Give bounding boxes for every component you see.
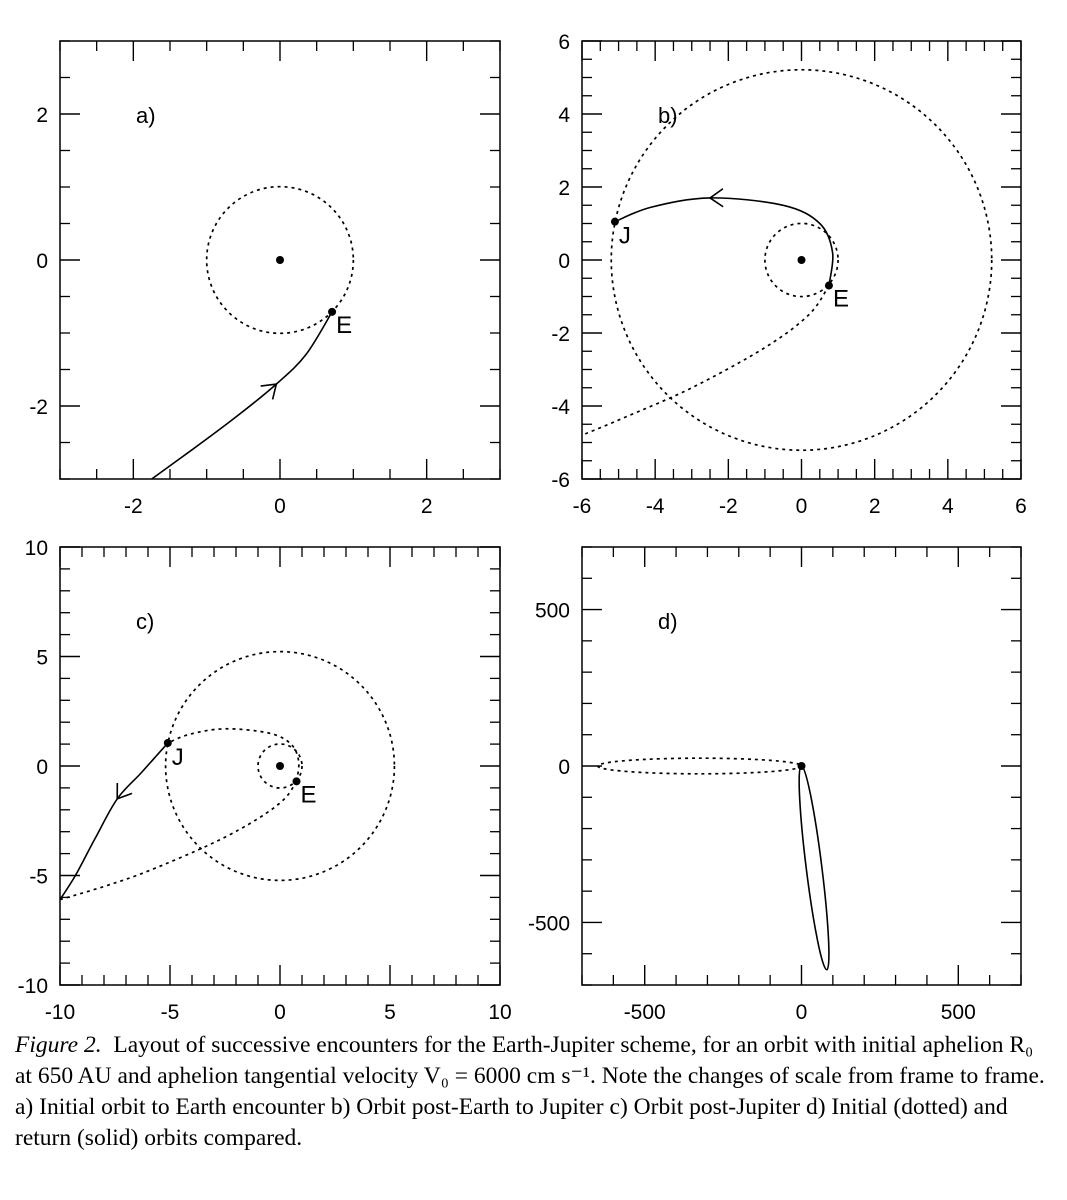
y-tick-label: -2 [29, 396, 48, 419]
plot-area [60, 650, 396, 901]
solid-orbit [614, 197, 834, 286]
point-sun [276, 256, 284, 264]
direction-arrow [116, 783, 133, 800]
x-tick-label: 10 [488, 1001, 511, 1020]
y-tick-label: 0 [36, 756, 48, 779]
point-j [610, 217, 619, 226]
figure-caption-text: Layout of successive encounters for the … [15, 1032, 1045, 1151]
figure-panels: -2 0 2 -2 0 2 Ea) -6 -4 -2 0 2 4 6 -6 -4 -2 0 2 4 6 J Eb) -10… [18, 31, 1027, 1020]
point-sun [276, 762, 284, 770]
x-tick-label: -2 [124, 495, 143, 518]
x-tick-label: 0 [796, 1001, 808, 1020]
dotted-orbit [60, 780, 298, 901]
plot-frame [581, 546, 1022, 986]
dotted-orbit [764, 222, 839, 298]
x-tick-label: 0 [796, 495, 808, 518]
y-tick-label: 2 [558, 177, 570, 200]
dotted-orbit [596, 757, 803, 775]
dotted-orbit [164, 650, 396, 882]
x-tick-label: 2 [869, 495, 881, 518]
y-tick-label: 6 [558, 31, 570, 54]
figure-caption: Figure 2. Layout of successive encounter… [15, 1030, 1055, 1154]
panel-letter: c) [136, 609, 154, 634]
y-tick-label: -10 [18, 975, 48, 998]
point-label: E [301, 781, 317, 808]
y-tick-label: 2 [36, 104, 48, 127]
y-tick-label: 4 [558, 104, 570, 127]
plot-area [596, 757, 830, 971]
plot-area [582, 68, 993, 452]
point-label: E [833, 286, 849, 313]
panel-d: -500 0 500 -500 0 500 d) [528, 546, 1022, 1020]
point-sun [797, 762, 806, 770]
point-label: J [619, 223, 631, 250]
x-tick-label: -4 [646, 495, 665, 518]
y-tick-label: -6 [551, 469, 570, 492]
x-tick-label: 5 [384, 1001, 396, 1020]
x-tick-label: 2 [421, 495, 433, 518]
y-tick-label: 10 [25, 537, 48, 560]
plot-area [151, 185, 355, 479]
point-label: J [172, 744, 184, 771]
y-tick-label: 5 [36, 647, 48, 670]
y-tick-label: 0 [558, 756, 570, 779]
plot-frame [59, 40, 501, 480]
x-tick-label: -500 [624, 1001, 666, 1020]
x-tick-label: -6 [573, 495, 592, 518]
solid-orbit [60, 742, 169, 901]
solid-orbit [798, 764, 830, 971]
panel-a: -2 0 2 -2 0 2 Ea) [29, 40, 501, 518]
point-sun [797, 256, 806, 264]
y-tick-label: 500 [535, 600, 570, 623]
y-tick-label: 0 [36, 250, 48, 273]
panel-b: -6 -4 -2 0 2 4 6 -6 -4 -2 0 2 4 6 J Eb) [551, 31, 1027, 518]
panel-letter: b) [658, 103, 678, 128]
solid-orbit [151, 311, 333, 479]
plot-frame [59, 546, 501, 986]
dotted-orbit [582, 285, 830, 436]
point-e [328, 307, 337, 316]
y-tick-label: -2 [551, 323, 570, 346]
x-tick-label: 500 [941, 1001, 976, 1020]
y-tick-label: -4 [551, 396, 570, 419]
x-tick-label: -10 [45, 1001, 75, 1020]
figure-caption-label: Figure 2. [15, 1032, 102, 1058]
plot-frame [581, 40, 1022, 480]
dotted-orbit [257, 743, 303, 789]
point-e [292, 777, 301, 786]
dotted-orbit [610, 68, 993, 452]
dotted-orbit [205, 185, 355, 335]
x-tick-label: -5 [161, 1001, 180, 1020]
y-tick-label: -5 [29, 866, 48, 889]
panel-letter: a) [136, 103, 156, 128]
panel-c: -10 -5 0 5 10 -10 -5 0 5 10 J Ec) [18, 537, 512, 1020]
direction-arrow [260, 383, 278, 400]
y-tick-label: -500 [528, 912, 570, 935]
y-tick-label: 0 [558, 250, 570, 273]
dotted-orbit [167, 727, 300, 782]
point-j [163, 739, 172, 748]
panel-letter: d) [658, 609, 678, 634]
x-tick-label: -2 [719, 495, 738, 518]
x-tick-label: 0 [274, 1001, 286, 1020]
direction-arrow [708, 188, 724, 208]
point-e [824, 281, 833, 290]
point-label: E [336, 312, 352, 339]
x-tick-label: 4 [942, 495, 954, 518]
x-tick-label: 0 [274, 495, 286, 518]
x-tick-label: 6 [1015, 495, 1027, 518]
